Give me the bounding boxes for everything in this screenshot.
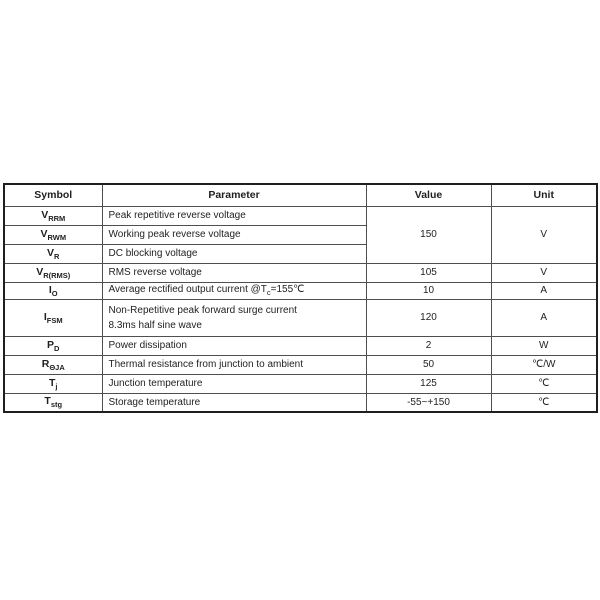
unit-cell: V: [490, 262, 598, 283]
table-header-row: Symbol Parameter Value Unit: [3, 183, 598, 207]
symbol-base: V: [47, 246, 55, 259]
symbol-cell: RΘJA: [3, 354, 103, 375]
parameter-cell: Power dissipation: [101, 335, 367, 356]
table-row-vr: VR DC blocking voltage: [3, 243, 597, 264]
parameter-cell: Average rectified output current @Tc=155…: [101, 281, 367, 300]
parameter-text: Average rectified output current @T: [108, 284, 267, 296]
parameter-cell: RMS reverse voltage: [101, 262, 367, 283]
unit-cell: A: [490, 281, 598, 300]
symbol-base: I: [43, 310, 47, 323]
unit-cell: ℃: [490, 373, 598, 394]
maximum-ratings-table: Symbol Parameter Value Unit VRRM Peak re…: [3, 183, 598, 413]
header-value: Value: [365, 183, 492, 207]
table-row-tstg: Tstg Storage temperature -55~+150 ℃: [3, 392, 598, 413]
parameter-cell: Storage temperature: [101, 392, 367, 413]
value-cell: 10: [365, 281, 492, 300]
parameter-cell: Non-Repetitive peak forward surge curren…: [101, 298, 367, 337]
parameter-text: =155℃: [270, 284, 305, 296]
parameter-cell: Peak repetitive reverse voltage: [101, 205, 367, 226]
symbol-subscript: RRM: [48, 213, 66, 223]
symbol-cell: VR(RMS): [3, 262, 103, 283]
symbol-subscript: ΘJA: [49, 362, 65, 372]
symbol-subscript: stg: [50, 400, 63, 410]
symbol-subscript: FSM: [46, 315, 63, 325]
parameter-cell: DC blocking voltage: [101, 243, 367, 264]
symbol-cell: IO: [3, 281, 103, 300]
header-parameter: Parameter: [101, 183, 367, 207]
value-cell: -55~+150: [365, 392, 492, 413]
parameter-subscript: c: [266, 288, 271, 298]
table-row-io: IO Average rectified output current @Tc=…: [3, 281, 598, 300]
symbol-base: V: [40, 227, 48, 240]
symbol-base: V: [41, 208, 49, 221]
symbol-base: I: [48, 283, 52, 296]
unit-cell-merged: V: [490, 205, 598, 264]
unit-cell: ℃: [490, 392, 598, 413]
parameter-cell: Junction temperature: [101, 373, 367, 394]
header-symbol: Symbol: [3, 183, 103, 207]
symbol-subscript: RWM: [47, 232, 67, 242]
symbol-cell: VR: [3, 243, 103, 264]
table-row-ifsm: IFSM Non-Repetitive peak forward surge c…: [3, 298, 598, 337]
symbol-subscript: R(RMS): [43, 270, 71, 280]
symbol-subscript: j: [55, 381, 58, 391]
symbol-base: T: [48, 376, 56, 389]
symbol-cell: PD: [3, 335, 103, 356]
parameter-cell: Working peak reverse voltage: [101, 224, 367, 245]
table-row-pd: PD Power dissipation 2 W: [3, 335, 598, 356]
unit-cell: ℃/W: [490, 354, 598, 375]
table-row-vrwm: VRWM Working peak reverse voltage: [3, 224, 597, 245]
symbol-subscript: O: [51, 288, 58, 298]
value-cell: 2: [365, 335, 492, 356]
value-cell: 50: [365, 354, 492, 375]
symbol-subscript: R: [54, 251, 60, 261]
parameter-line-1: Non-Repetitive peak forward surge curren…: [108, 304, 297, 316]
symbol-subscript: D: [54, 343, 60, 353]
symbol-cell: VRWM: [3, 224, 103, 245]
symbol-cell: IFSM: [3, 298, 103, 337]
table-row-vrrm: VRRM Peak repetitive reverse voltage 150…: [3, 205, 598, 264]
parameter-cell: Thermal resistance from junction to ambi…: [101, 354, 367, 375]
symbol-base: P: [47, 338, 55, 351]
value-cell: 120: [365, 298, 492, 337]
value-cell-merged: 150: [365, 205, 492, 264]
symbol-base: T: [44, 395, 51, 408]
symbol-base: R: [41, 357, 50, 370]
unit-cell: A: [490, 298, 598, 337]
header-unit: Unit: [490, 183, 598, 207]
symbol-cell: VRRM: [3, 205, 103, 226]
symbol-cell: Tj: [3, 373, 103, 394]
symbol-base: V: [36, 265, 44, 278]
table-row-vrrms: VR(RMS) RMS reverse voltage 105 V: [3, 262, 598, 283]
symbol-cell: Tstg: [3, 392, 103, 413]
value-cell: 105: [365, 262, 492, 283]
parameter-line-2: 8.3ms half sine wave: [108, 319, 202, 331]
table-row-rthja: RΘJA Thermal resistance from junction to…: [3, 354, 598, 375]
unit-cell: W: [490, 335, 598, 356]
table-row-tj: Tj Junction temperature 125 ℃: [3, 373, 598, 394]
value-cell: 125: [365, 373, 492, 394]
